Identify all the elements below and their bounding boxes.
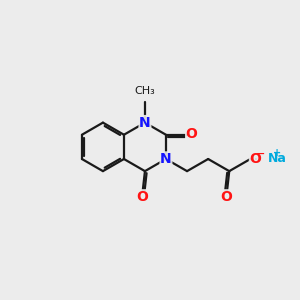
Text: O: O [250, 152, 261, 166]
Text: O: O [136, 190, 148, 204]
Text: O: O [220, 190, 232, 204]
Text: −: − [255, 149, 265, 159]
Text: +: + [273, 148, 281, 158]
Text: O: O [186, 127, 198, 141]
Text: CH₃: CH₃ [135, 85, 155, 95]
Text: Na: Na [268, 152, 287, 165]
Text: N: N [139, 116, 151, 130]
Text: N: N [160, 152, 172, 166]
